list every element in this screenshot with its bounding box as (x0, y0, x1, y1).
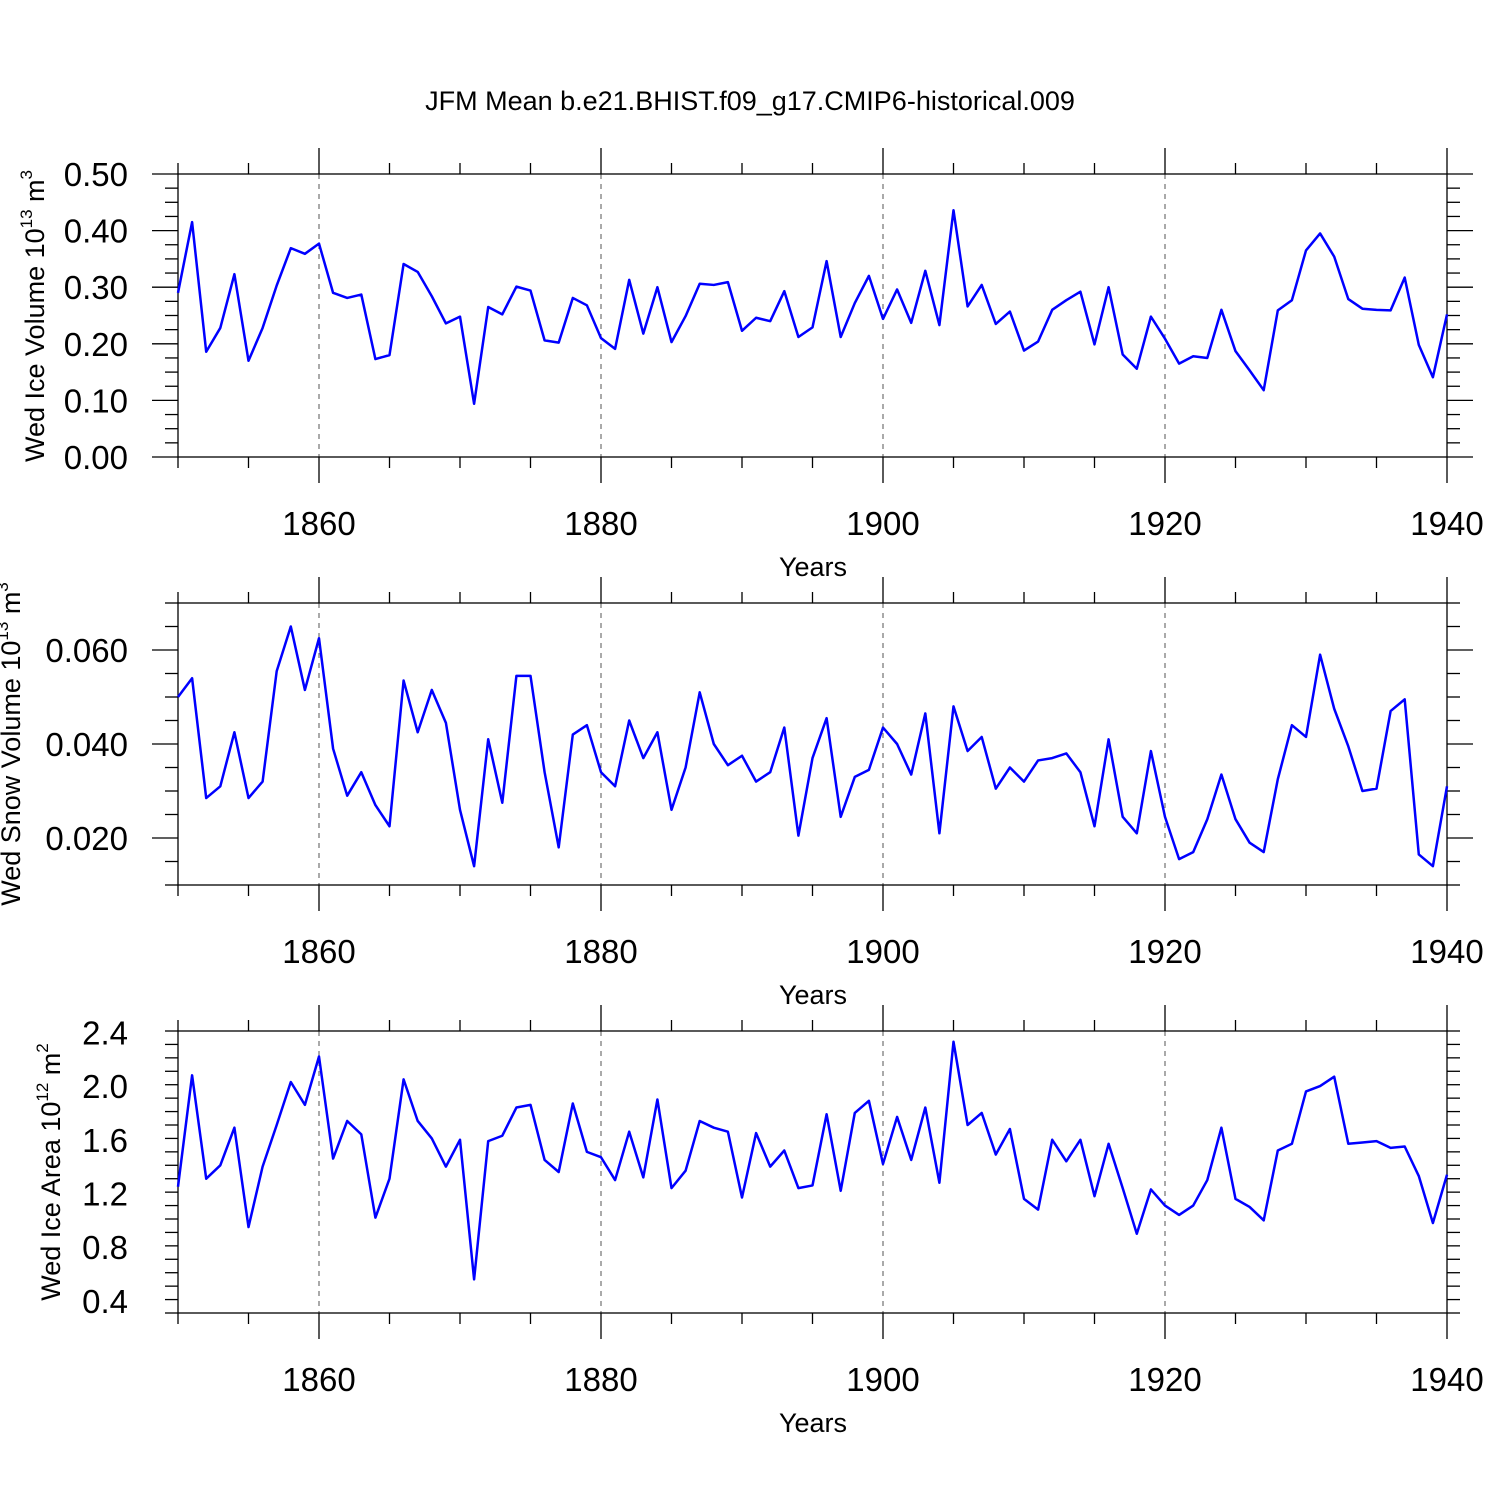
x-axis-label: Years (779, 980, 847, 1010)
y-axis-label: Wed Snow Volume 1013 m3 (0, 582, 26, 906)
panels: 1860 1880 1900 1920 1940 Years 0.00 0.10 0.20 0.3… (0, 148, 1484, 1438)
x-tick-label: 1940 (1410, 1361, 1483, 1398)
x-tick-label: 1880 (564, 1361, 637, 1398)
y-axis-label-superscript: 13 (17, 209, 36, 228)
x-tick-label: 1940 (1410, 505, 1483, 542)
x-tick-label: 1860 (282, 1361, 355, 1398)
x-tick-label: 1900 (846, 505, 919, 542)
x-axis-label: Years (779, 1408, 847, 1438)
x-tick-label: 1920 (1128, 1361, 1201, 1398)
x-tick-label: 1920 (1128, 505, 1201, 542)
y-tick-label: 0.4 (82, 1283, 128, 1320)
x-tick-label: 1860 (282, 933, 355, 970)
panel-1: 1860 1880 1900 1920 1940 Years 0.00 0.10 0.20 0.3… (17, 148, 1484, 582)
panel-2: 1860 1880 1900 1920 1940 Years 0.020 0.040 0.060… (0, 577, 1484, 1010)
y-tick-label: 0.50 (64, 156, 128, 193)
y-tick-label: 2.4 (82, 1014, 128, 1051)
y-axis-label-superscript: 3 (0, 582, 12, 591)
plot-frame (177, 602, 1448, 886)
y-tick-label: 0.020 (45, 820, 128, 857)
x-tick-label: 1940 (1410, 933, 1483, 970)
x-axis-label: Years (779, 552, 847, 582)
x-tick-label: 1880 (564, 505, 637, 542)
y-axis-label-part: m (0, 592, 26, 622)
y-tick-label: 0.8 (82, 1229, 128, 1266)
y-tick-label: 0.10 (64, 382, 128, 419)
y-axis-label-superscript: 2 (33, 1043, 52, 1052)
series-line (177, 625, 1449, 868)
y-tick-label: 0.30 (64, 269, 128, 306)
series-line (176, 1040, 1449, 1281)
y-axis-label-superscript: 3 (17, 170, 36, 179)
y-axis-label-part: Wed Ice Area 10 (36, 1102, 66, 1301)
panel-3: 1860 1880 1900 1920 1940 Years 0.4 0.8 1.2 1.6 2.0… (33, 1005, 1484, 1438)
y-tick-label: 0.00 (64, 439, 128, 476)
x-tick-label: 1900 (846, 1361, 919, 1398)
y-tick-label: 2.0 (82, 1068, 128, 1105)
y-tick-label: 0.040 (45, 726, 128, 763)
y-axis-label-superscript: 12 (33, 1083, 52, 1102)
y-tick-label: 0.20 (64, 326, 128, 363)
plot-frame (177, 173, 1448, 458)
x-tick-label: 1900 (846, 933, 919, 970)
y-tick-label: 0.060 (45, 632, 128, 669)
y-axis-label-part: m (20, 179, 50, 209)
y-axis-label-part: m (36, 1053, 66, 1083)
series-line (176, 208, 1449, 406)
y-axis-label-part: Wed Snow Volume 10 (0, 641, 26, 906)
x-tick-label: 1920 (1128, 933, 1201, 970)
y-axis-label: Wed Ice Area 1012 m2 (33, 1043, 66, 1301)
figure-title: JFM Mean b.e21.BHIST.f09_g17.CMIP6-histo… (425, 86, 1075, 116)
y-axis-label-superscript: 13 (0, 622, 12, 641)
y-axis-label-part: Wed Ice Volume 10 (20, 228, 50, 462)
y-tick-label: 1.2 (82, 1175, 128, 1212)
x-tick-label: 1880 (564, 933, 637, 970)
y-tick-label: 0.40 (64, 213, 128, 250)
y-axis-label: Wed Ice Volume 1013 m3 (17, 170, 50, 462)
x-tick-label: 1860 (282, 505, 355, 542)
y-tick-label: 1.6 (82, 1122, 128, 1159)
